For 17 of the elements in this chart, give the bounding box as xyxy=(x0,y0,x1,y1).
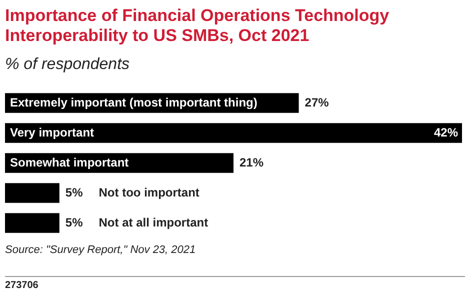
data-label: 27% xyxy=(304,95,330,110)
bar xyxy=(5,183,60,203)
y-tick-label: Somewhat important xyxy=(10,155,129,170)
y-tick-label: Extremely important (most important thing) xyxy=(10,95,258,110)
data-label: 5% xyxy=(65,185,84,200)
text: 273706 xyxy=(5,280,38,291)
chart-subtitle: % of respondents xyxy=(5,56,130,74)
y-tick-label: Very important xyxy=(10,125,94,140)
source-note: Source: "Survey Report," Nov 23, 2021 xyxy=(5,244,197,256)
chart-title: Importance of Financial Operations Technology Interoperability to US SMBs, Oct 2021 xyxy=(5,6,390,46)
y-tick-label: Not at all important xyxy=(98,215,208,230)
bar xyxy=(5,213,60,233)
data-label: 5% xyxy=(65,215,84,230)
data-label: 42% xyxy=(434,125,458,140)
bar xyxy=(5,123,462,143)
y-tick-label: Not too important xyxy=(98,185,200,200)
data-label: 21% xyxy=(240,155,264,170)
